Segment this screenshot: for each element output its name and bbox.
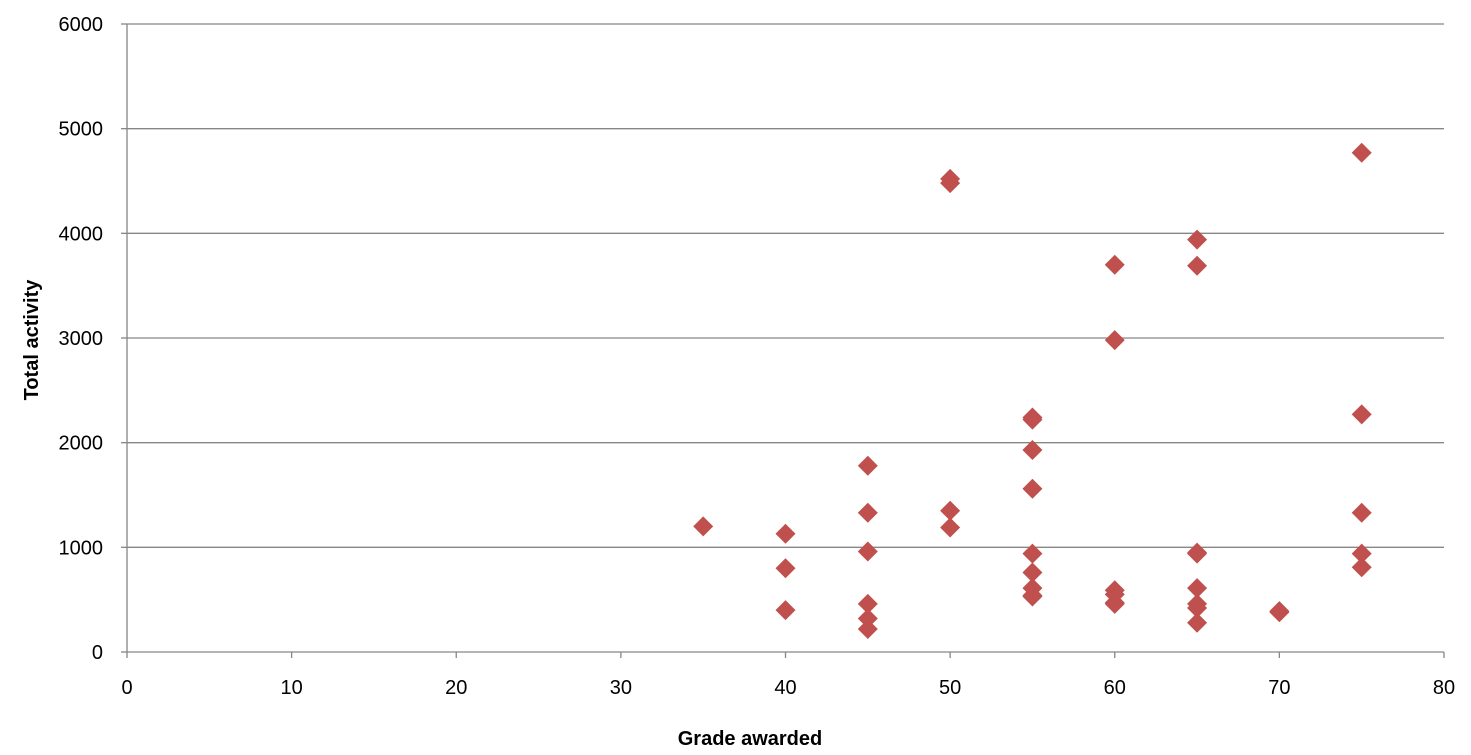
data-point (1351, 557, 1372, 578)
x-tick-label: 0 (121, 677, 132, 699)
data-point (1187, 543, 1208, 564)
y-tick-label: 6000 (59, 14, 104, 36)
y-tick-label: 5000 (59, 119, 104, 141)
data-point (940, 500, 961, 521)
data-points (693, 142, 1372, 639)
data-point (857, 541, 878, 562)
data-point (1022, 543, 1043, 564)
x-tick-label: 40 (774, 677, 796, 699)
data-point (1351, 142, 1372, 163)
x-tick-label: 60 (1104, 677, 1126, 699)
data-point (1187, 255, 1208, 276)
data-point (1187, 598, 1208, 619)
y-tick-label: 0 (92, 642, 103, 664)
y-tick-label: 1000 (59, 537, 104, 559)
data-point (1104, 330, 1125, 351)
data-point (1351, 502, 1372, 523)
data-point (1022, 478, 1043, 499)
gridlines (121, 23, 1444, 653)
data-point (1022, 586, 1043, 607)
data-point (775, 558, 796, 579)
data-point (857, 618, 878, 639)
x-tick-label: 10 (281, 677, 303, 699)
data-point (1104, 254, 1125, 275)
data-point (693, 516, 714, 537)
data-point (857, 502, 878, 523)
x-tick-label: 80 (1433, 677, 1455, 699)
y-tick-label: 3000 (59, 328, 104, 350)
data-point (1269, 602, 1290, 623)
data-point (940, 517, 961, 538)
axes (126, 24, 1445, 658)
data-point (857, 455, 878, 476)
y-tick-label: 4000 (59, 223, 104, 245)
data-point (775, 523, 796, 544)
data-point (857, 608, 878, 629)
y-axis-title: Total activity (21, 279, 43, 401)
tick-labels: 0 1000 2000 3000 4000 5000 6000 0 10 20 30 40 50 60 70… (59, 14, 1456, 699)
data-point (1022, 409, 1043, 430)
y-tick-label: 2000 (59, 433, 104, 455)
data-point (1187, 578, 1208, 599)
data-point (1351, 404, 1372, 425)
x-tick-label: 20 (445, 677, 467, 699)
x-tick-label: 50 (939, 677, 961, 699)
x-tick-label: 30 (610, 677, 632, 699)
data-point (775, 600, 796, 621)
data-point (1351, 543, 1372, 564)
x-tick-label: 70 (1268, 677, 1290, 699)
data-point (1022, 562, 1043, 583)
data-point (1104, 593, 1125, 614)
data-point (940, 173, 961, 194)
data-point (1187, 229, 1208, 250)
x-axis-title: Grade awarded (678, 728, 823, 750)
data-point (857, 593, 878, 614)
data-point (1187, 612, 1208, 633)
data-point (1022, 439, 1043, 460)
